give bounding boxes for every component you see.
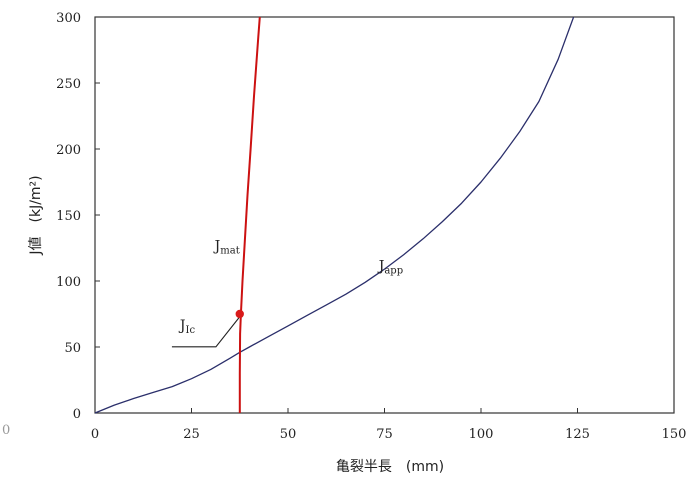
annotation-sub: mat: [220, 246, 239, 257]
annotation-mat: Jmat: [213, 239, 240, 257]
x-tick-label: 25: [183, 427, 200, 442]
x-tick-label: 0: [91, 427, 99, 442]
y-tick-label: 150: [56, 209, 81, 224]
plot-frame: [94, 16, 675, 414]
jic-leader-line: [171, 317, 240, 348]
x-axis-title: 亀裂半長 (mm): [336, 459, 444, 475]
y-tick-label: 250: [56, 77, 81, 92]
x-tick-label: 150: [662, 427, 687, 442]
series-line-japp: [94, 16, 575, 414]
x-tick-label: 50: [280, 427, 297, 442]
series-line-jmat: [238, 16, 261, 413]
annotation-sub: app: [384, 265, 403, 276]
annotation-sub: Ic: [186, 325, 196, 336]
y-tick-label: 200: [56, 143, 81, 158]
stray-mark: 0: [2, 423, 10, 438]
jic-point: [235, 309, 244, 319]
y-tick-label: 300: [56, 11, 81, 26]
y-tick-label: 50: [64, 341, 81, 356]
y-tick-label: 0: [73, 407, 81, 422]
annotation-main: J: [213, 239, 221, 255]
x-tick-label: 100: [469, 427, 494, 442]
annotation-app: Japp: [377, 258, 403, 276]
y-axis-title: J値 (kJ/m²): [28, 175, 44, 255]
axes: 0 25 50 75 100 125 150 0 50 100 150 200 250 300: [56, 11, 686, 442]
annotation-main: J: [377, 258, 385, 274]
series-layer: [94, 16, 575, 414]
annotation-main: J: [178, 318, 186, 334]
annotation-ic: JIc: [178, 318, 196, 336]
x-tick-label: 125: [565, 427, 590, 442]
y-tick-label: 100: [56, 275, 81, 290]
x-tick-label: 75: [376, 427, 393, 442]
